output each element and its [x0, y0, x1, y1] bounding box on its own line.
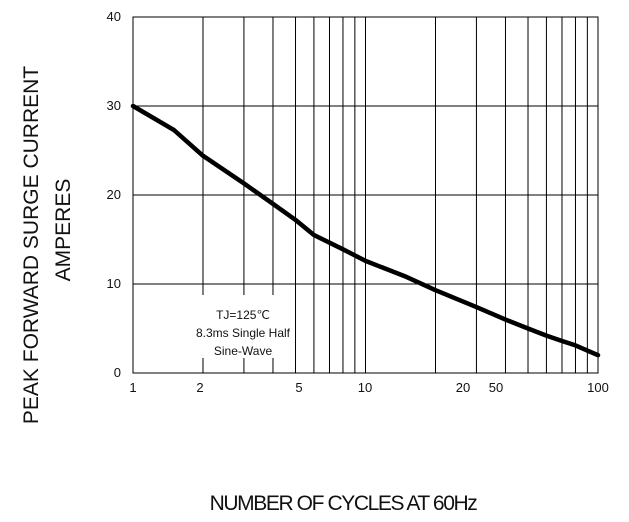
- x-tick-label: 100: [587, 380, 609, 395]
- y-tick-label: 30: [107, 98, 121, 113]
- y-axis-title-line-1: PEAK FORWARD SURGE CURRENT: [20, 66, 43, 424]
- condition-note: TJ=125℃ 8.3ms Single Half Sine-Wave: [192, 295, 294, 358]
- y-tick-label: 0: [114, 365, 121, 380]
- x-axis-title: NUMBER OF CYCLES AT 60Hz: [210, 492, 478, 515]
- y-tick-label: 10: [107, 276, 121, 291]
- y-tick-label: 40: [107, 9, 121, 24]
- condition-note-line-1: TJ=125℃: [216, 308, 270, 322]
- x-tick-label: 1: [129, 380, 136, 395]
- condition-note-line-3: Sine-Wave: [214, 344, 273, 358]
- plot-frame: [132, 16, 599, 374]
- x-tick-label: 20: [456, 380, 470, 395]
- condition-note-box: [192, 295, 294, 358]
- x-tick-label: 5: [295, 380, 302, 395]
- y-tick-label: 20: [107, 187, 121, 202]
- x-tick-label: 10: [358, 380, 372, 395]
- curve-layer: [130, 103, 601, 358]
- y-axis: 0 10 20 30 40: [107, 9, 121, 380]
- grid: [133, 17, 598, 373]
- x-axis: 1 2 5 10 20 50 100: [129, 380, 608, 395]
- x-tick-label: 2: [196, 380, 203, 395]
- surge-current-curve: [130, 103, 601, 358]
- condition-note-line-2: 8.3ms Single Half: [196, 326, 291, 340]
- x-tick-label: 50: [489, 380, 503, 395]
- y-axis-title-line-2: AMPERES: [52, 179, 75, 282]
